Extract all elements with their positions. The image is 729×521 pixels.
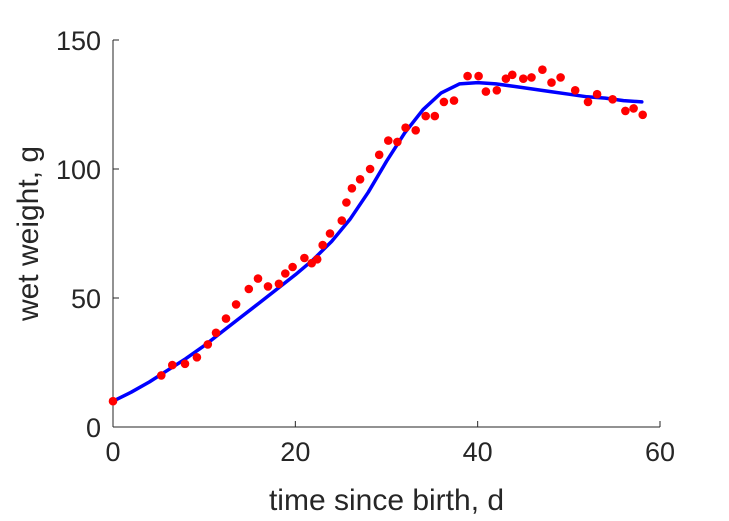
data-point [168, 360, 177, 370]
data-point [430, 111, 440, 121]
data-point [347, 184, 357, 193]
y-tick-label: 150 [56, 26, 101, 56]
data-point [365, 164, 375, 174]
data-point [629, 104, 638, 113]
y-tick-label: 50 [71, 284, 101, 314]
data-point [638, 110, 647, 120]
data-point [481, 87, 491, 96]
data-point [570, 86, 580, 95]
data-point [288, 262, 297, 272]
data-point [355, 175, 365, 184]
data-point [501, 74, 511, 83]
data-point [281, 269, 290, 278]
data-point [411, 126, 421, 135]
data-point [157, 371, 166, 380]
axes [112, 40, 660, 428]
y-axis-title: wet weight, g [12, 146, 45, 322]
data-point [519, 74, 528, 83]
x-tick-label: 40 [463, 437, 493, 467]
data-point [439, 97, 449, 107]
data-point [384, 136, 393, 145]
data-point [231, 300, 241, 309]
ticks: 0 20 40 60 0 50 100 150 [56, 26, 675, 467]
data-point [393, 137, 402, 147]
data-point [180, 359, 190, 369]
data-point [274, 279, 284, 289]
data-point [318, 240, 328, 250]
data-point [449, 96, 459, 105]
data-point [608, 95, 617, 104]
data-point [556, 73, 565, 82]
y-tick-label: 100 [56, 155, 101, 185]
data-point [300, 253, 309, 263]
data-point [508, 70, 517, 80]
x-axis-title: time since birth, d [269, 484, 504, 517]
data-point [244, 284, 254, 294]
data-point [492, 86, 502, 95]
data-point [621, 106, 630, 116]
x-tick-label: 0 [105, 437, 120, 467]
data-point [374, 150, 384, 160]
data-point [463, 71, 472, 81]
data-point [253, 274, 263, 283]
data-point [474, 71, 483, 81]
data-point [192, 353, 202, 362]
data-point [221, 314, 231, 323]
data-point [263, 282, 273, 291]
fit-curve-line [111, 80, 644, 403]
data-point [538, 65, 547, 74]
data-point [401, 123, 410, 132]
data-point [203, 340, 213, 349]
x-tick-label: 60 [645, 437, 675, 467]
data-point [592, 89, 602, 99]
x-tick-label: 20 [280, 437, 310, 467]
data-point [342, 198, 351, 207]
y-tick-label: 0 [86, 413, 101, 443]
series [108, 65, 647, 406]
data-point [421, 111, 431, 121]
data-point [547, 78, 556, 87]
data-point [325, 229, 335, 238]
data-point [312, 254, 322, 264]
data-point [583, 97, 593, 107]
data-point [527, 73, 536, 82]
data-point [108, 396, 118, 406]
data-point [337, 216, 347, 225]
data-point [211, 328, 221, 338]
